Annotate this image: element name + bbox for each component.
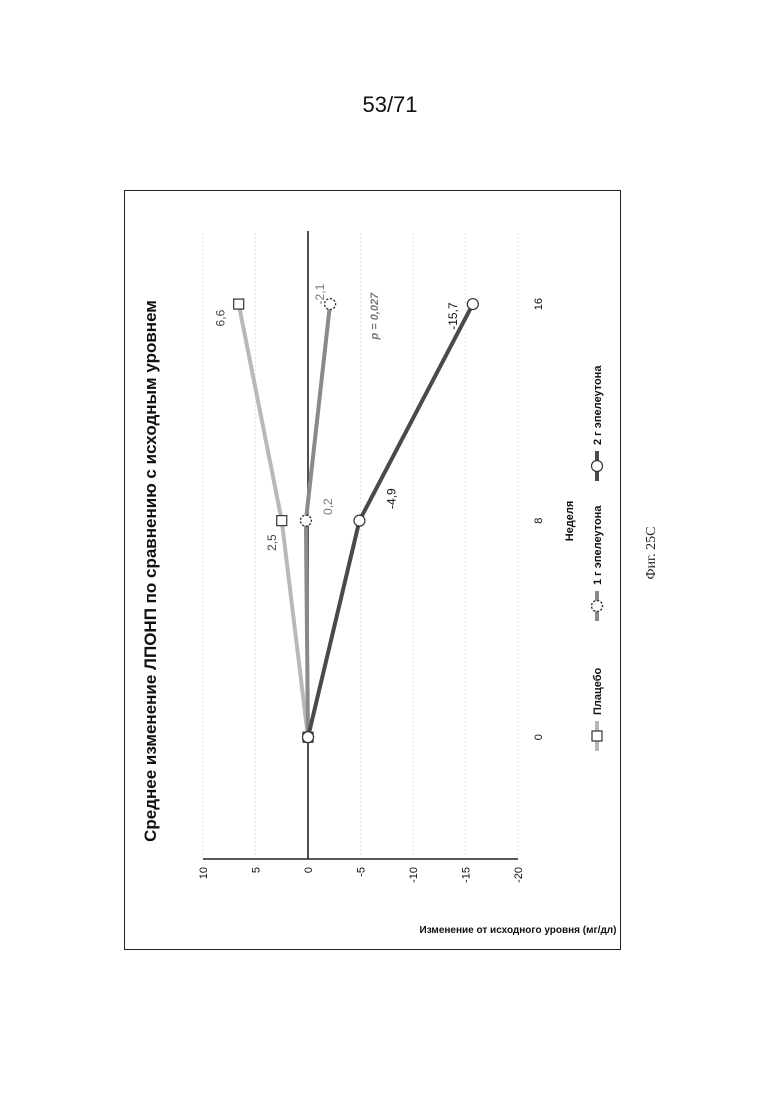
x-tick-label: 0 <box>533 734 545 740</box>
page-number: 53/71 <box>0 92 780 118</box>
axes <box>203 231 518 859</box>
data-point <box>300 515 311 526</box>
y-tick-label: -10 <box>408 867 420 883</box>
legend-swatch-marker <box>592 731 602 741</box>
tick-labels: 10 5 0 -5 -10 -15 -20 0 8 16 <box>198 298 545 883</box>
y-axis-label: Изменение от исходного уровня (мг/дл) <box>420 925 617 936</box>
data-label: 2,5 <box>265 534 279 551</box>
legend-swatch-marker <box>592 601 603 612</box>
data-point <box>303 732 314 743</box>
y-tick-label: 0 <box>303 867 315 873</box>
legend-swatch-marker <box>592 461 603 472</box>
data-label: -2,1 <box>313 283 327 304</box>
figure-caption: Фиг. 25С <box>644 526 660 579</box>
data-label: 6,6 <box>214 309 228 326</box>
data-label: -4,9 <box>384 488 398 509</box>
y-tick-label: -15 <box>461 867 473 883</box>
legend: Плацебо 1 г эпелеутона 2 г эпелеутона <box>592 365 605 751</box>
chart-frame: Среднее изменение ЛПОНП по сравнению с и… <box>124 190 621 950</box>
x-tick-label: 16 <box>533 298 545 310</box>
data-point <box>234 299 244 309</box>
data-point <box>467 299 478 310</box>
data-label: 0,2 <box>321 498 335 515</box>
series-line <box>239 304 308 737</box>
y-tick-label: 5 <box>251 867 263 873</box>
x-axis-label: Неделя <box>564 501 576 542</box>
gridlines <box>203 231 518 859</box>
series-line <box>308 304 473 737</box>
data-point <box>354 515 365 526</box>
p-value-annotation: p = 0,027 <box>369 292 381 341</box>
chart-title: Среднее изменение ЛПОНП по сравнению с и… <box>141 300 160 842</box>
y-tick-label: 10 <box>198 867 210 879</box>
legend-entry: Плацебо <box>592 667 604 715</box>
chart: Среднее изменение ЛПОНП по сравнению с и… <box>125 191 622 951</box>
y-tick-label: -5 <box>356 867 368 877</box>
legend-entry: 1 г эпелеутона <box>592 505 604 585</box>
data-labels: 2,56,60,2-2,1-4,9-15,7p = 0,027p = 0,003 <box>214 283 622 551</box>
x-tick-label: 8 <box>533 518 545 524</box>
y-tick-label: -20 <box>513 867 525 883</box>
data-point <box>277 516 287 526</box>
legend-entry: 2 г эпелеутона <box>592 365 604 445</box>
data-label: -15,7 <box>446 302 460 330</box>
